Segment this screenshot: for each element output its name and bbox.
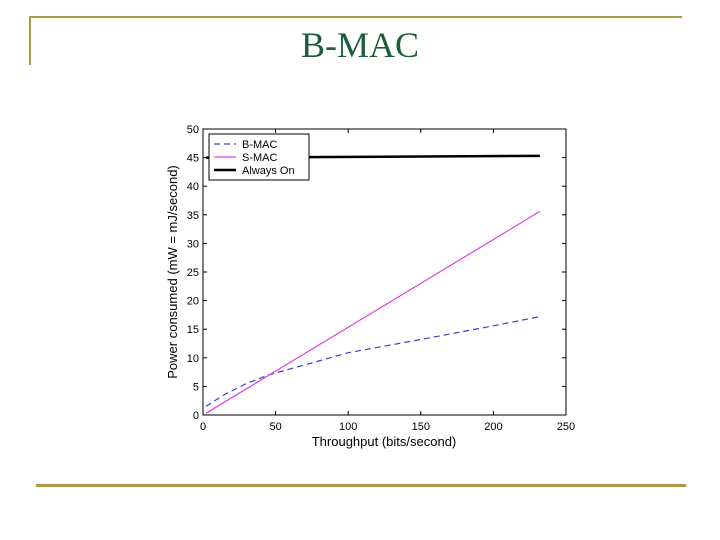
x-axis-label: Throughput (bits/second): [312, 434, 457, 449]
legend-label: B-MAC: [242, 139, 278, 151]
series-line-s-mac: [205, 210, 541, 414]
legend-label: Always On: [242, 165, 295, 177]
x-tick-label: 50: [269, 421, 281, 433]
left-rule: [29, 16, 31, 65]
y-tick-label: 50: [187, 124, 199, 136]
y-tick-label: 15: [187, 324, 199, 336]
x-tick-label: 100: [339, 421, 357, 433]
legend-label: S-MAC: [242, 152, 278, 164]
bottom-rule: [36, 484, 686, 487]
y-tick-label: 30: [187, 238, 199, 250]
top-rule: [30, 16, 682, 18]
y-tick-label: 5: [193, 381, 199, 393]
series-line-b-mac: [205, 316, 541, 407]
y-tick-label: 40: [187, 181, 199, 193]
y-axis-label: Power consumed (mW = mJ/second): [165, 165, 180, 378]
y-tick-label: 35: [187, 210, 199, 222]
y-tick-label: 10: [187, 353, 199, 365]
x-tick-label: 150: [412, 421, 430, 433]
x-tick-label: 250: [557, 421, 575, 433]
chart-lines: [205, 154, 541, 414]
y-tick-label: 25: [187, 267, 199, 279]
y-tick-label: 20: [187, 296, 199, 308]
x-tick-label: 0: [200, 421, 206, 433]
x-tick-label: 200: [484, 421, 502, 433]
chart-axes: 0 50 100 150 200 250 0 5 10 15 20 25 30 35 40 45 50: [187, 124, 575, 433]
slide-title: B-MAC: [300, 25, 420, 65]
y-tick-label: 45: [187, 153, 199, 165]
y-tick-label: 0: [193, 410, 199, 422]
